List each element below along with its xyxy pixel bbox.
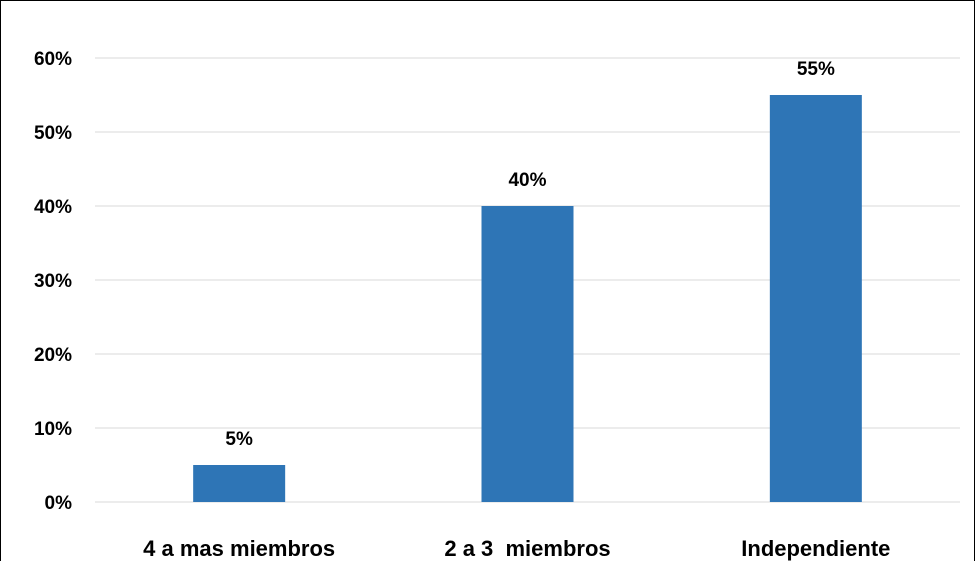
- data-label-1: 5%: [225, 429, 253, 450]
- y-tick-label-20: 20%: [34, 345, 72, 366]
- y-tick-label-40: 40%: [34, 197, 72, 218]
- data-label-2: 40%: [508, 170, 546, 191]
- bar-2: [481, 206, 574, 502]
- category-label-1: 4 a mas miembros: [143, 536, 335, 561]
- category-label-3: Independiente: [741, 536, 890, 561]
- y-tick-label-0: 0%: [45, 493, 73, 514]
- y-tick-label-10: 10%: [34, 419, 72, 440]
- y-tick-label-60: 60%: [34, 49, 72, 70]
- data-labels: 5% 40% 55%: [225, 59, 835, 450]
- category-label-2: 2 a 3 miembros: [444, 536, 610, 561]
- bar-1: [193, 465, 286, 502]
- y-tick-label-50: 50%: [34, 123, 72, 144]
- bars: [193, 95, 862, 502]
- y-axis-ticks: 0% 10% 20% 30% 40% 50% 60%: [34, 49, 72, 514]
- data-label-3: 55%: [797, 59, 835, 80]
- y-tick-label-30: 30%: [34, 271, 72, 292]
- x-axis-categories: 4 a mas miembros 2 a 3 miembros Independie…: [143, 536, 890, 561]
- bar-3: [769, 95, 862, 502]
